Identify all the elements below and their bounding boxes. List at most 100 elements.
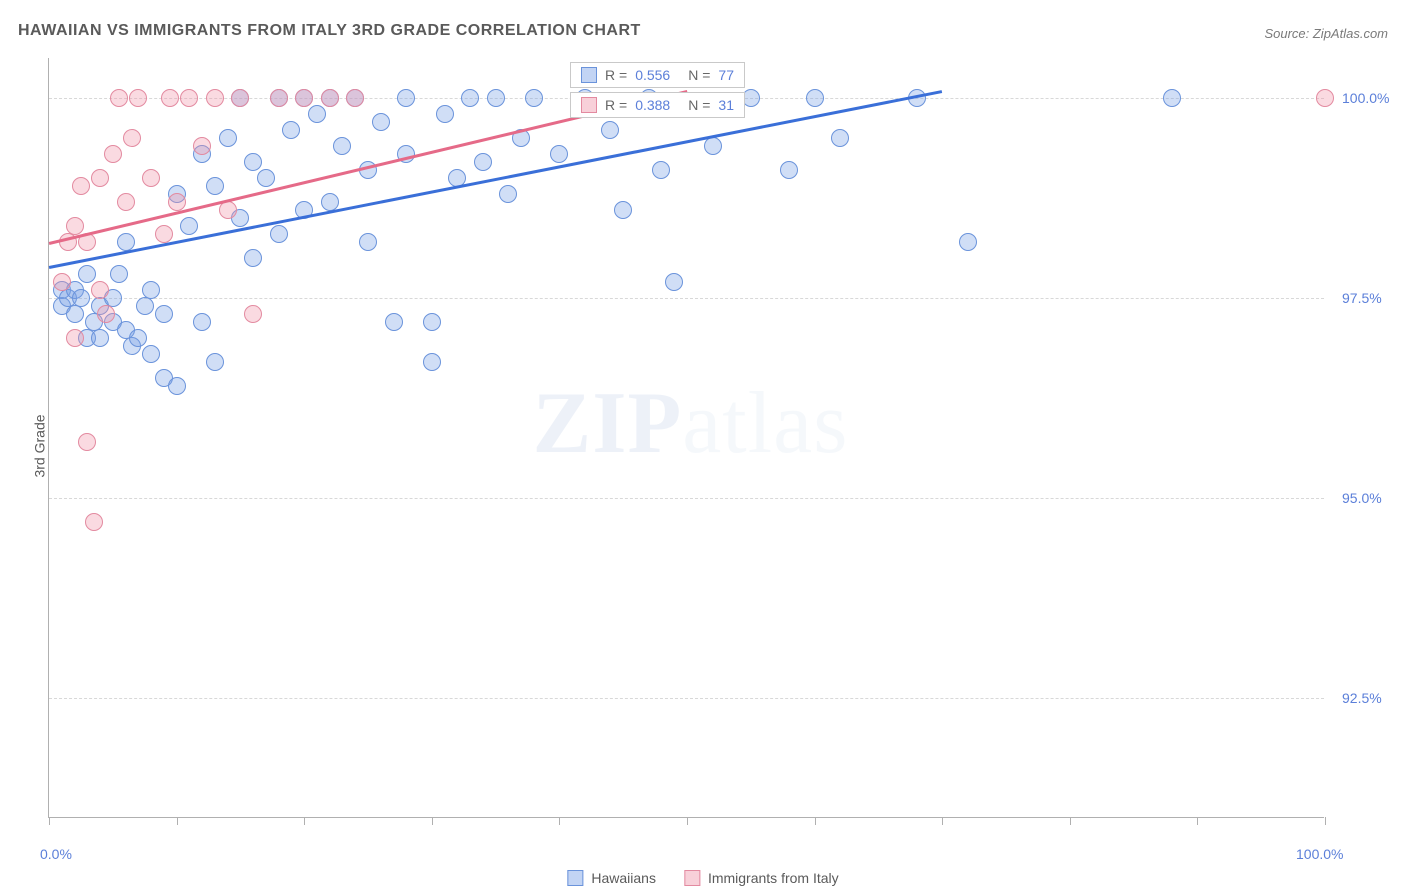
data-point: [117, 233, 135, 251]
data-point: [91, 169, 109, 187]
stat-r-value: 0.388: [635, 97, 670, 113]
legend-swatch: [684, 870, 700, 886]
data-point: [397, 89, 415, 107]
y-tick-label: 97.5%: [1342, 290, 1382, 306]
data-point: [308, 105, 326, 123]
series-swatch: [581, 97, 597, 113]
data-point: [78, 265, 96, 283]
data-point: [321, 89, 339, 107]
legend-item: Immigrants from Italy: [684, 870, 839, 886]
data-point: [136, 297, 154, 315]
data-point: [129, 329, 147, 347]
data-point: [474, 153, 492, 171]
gridline: [49, 498, 1324, 499]
data-point: [206, 353, 224, 371]
data-point: [85, 513, 103, 531]
data-point: [359, 233, 377, 251]
data-point: [155, 305, 173, 323]
data-point: [142, 169, 160, 187]
data-point: [461, 89, 479, 107]
data-point: [66, 329, 84, 347]
x-tick: [1070, 817, 1071, 825]
data-point: [168, 377, 186, 395]
data-point: [270, 89, 288, 107]
y-tick-label: 100.0%: [1342, 90, 1389, 106]
watermark: ZIPatlas: [533, 373, 849, 474]
data-point: [72, 177, 90, 195]
gridline: [49, 698, 1324, 699]
data-point: [180, 217, 198, 235]
gridline: [49, 298, 1324, 299]
data-point: [270, 225, 288, 243]
data-point: [53, 273, 71, 291]
data-point: [333, 137, 351, 155]
legend-item: Hawaiians: [567, 870, 656, 886]
legend-label: Hawaiians: [591, 870, 656, 886]
series-swatch: [581, 67, 597, 83]
data-point: [806, 89, 824, 107]
x-tick: [815, 817, 816, 825]
data-point: [117, 193, 135, 211]
data-point: [385, 313, 403, 331]
data-point: [123, 129, 141, 147]
data-point: [66, 305, 84, 323]
data-point: [614, 201, 632, 219]
data-point: [91, 329, 109, 347]
x-tick: [687, 817, 688, 825]
data-point: [110, 265, 128, 283]
watermark-zip: ZIP: [533, 375, 683, 472]
stat-n-value: 31: [718, 97, 734, 113]
scatter-plot-area: ZIPatlas: [48, 58, 1324, 818]
stat-n-label: N =: [688, 97, 710, 113]
chart-title: HAWAIIAN VS IMMIGRANTS FROM ITALY 3RD GR…: [18, 22, 641, 40]
data-point: [244, 305, 262, 323]
x-tick: [559, 817, 560, 825]
data-point: [780, 161, 798, 179]
data-point: [372, 113, 390, 131]
data-point: [487, 89, 505, 107]
y-tick-label: 92.5%: [1342, 690, 1382, 706]
x-tick: [942, 817, 943, 825]
data-point: [110, 89, 128, 107]
x-tick-label: 0.0%: [40, 846, 72, 862]
correlation-stat-box: R =0.556N =77: [570, 62, 745, 88]
data-point: [665, 273, 683, 291]
correlation-stat-box: R = 0.388 N = 31: [570, 92, 745, 118]
x-tick: [1325, 817, 1326, 825]
data-point: [219, 129, 237, 147]
legend: Hawaiians Immigrants from Italy: [567, 870, 838, 886]
data-point: [66, 217, 84, 235]
data-point: [91, 281, 109, 299]
data-point: [1316, 89, 1334, 107]
data-point: [244, 153, 262, 171]
data-point: [346, 89, 364, 107]
y-tick-label: 95.0%: [1342, 490, 1382, 506]
data-point: [525, 89, 543, 107]
stat-r-value: 0.556: [635, 67, 670, 83]
data-point: [161, 89, 179, 107]
data-point: [231, 89, 249, 107]
data-point: [180, 89, 198, 107]
data-point: [436, 105, 454, 123]
data-point: [219, 201, 237, 219]
legend-swatch: [567, 870, 583, 886]
data-point: [206, 177, 224, 195]
data-point: [1163, 89, 1181, 107]
data-point: [72, 289, 90, 307]
data-point: [104, 145, 122, 163]
data-point: [129, 89, 147, 107]
trend-line: [49, 90, 943, 268]
data-point: [499, 185, 517, 203]
x-tick: [432, 817, 433, 825]
data-point: [423, 353, 441, 371]
stat-r-label: R =: [605, 97, 627, 113]
data-point: [423, 313, 441, 331]
data-point: [142, 345, 160, 363]
data-point: [168, 193, 186, 211]
legend-label: Immigrants from Italy: [708, 870, 839, 886]
stat-r-label: R =: [605, 67, 627, 83]
x-tick: [304, 817, 305, 825]
watermark-atlas: atlas: [682, 375, 848, 472]
y-axis-label: 3rd Grade: [32, 414, 48, 477]
data-point: [155, 225, 173, 243]
